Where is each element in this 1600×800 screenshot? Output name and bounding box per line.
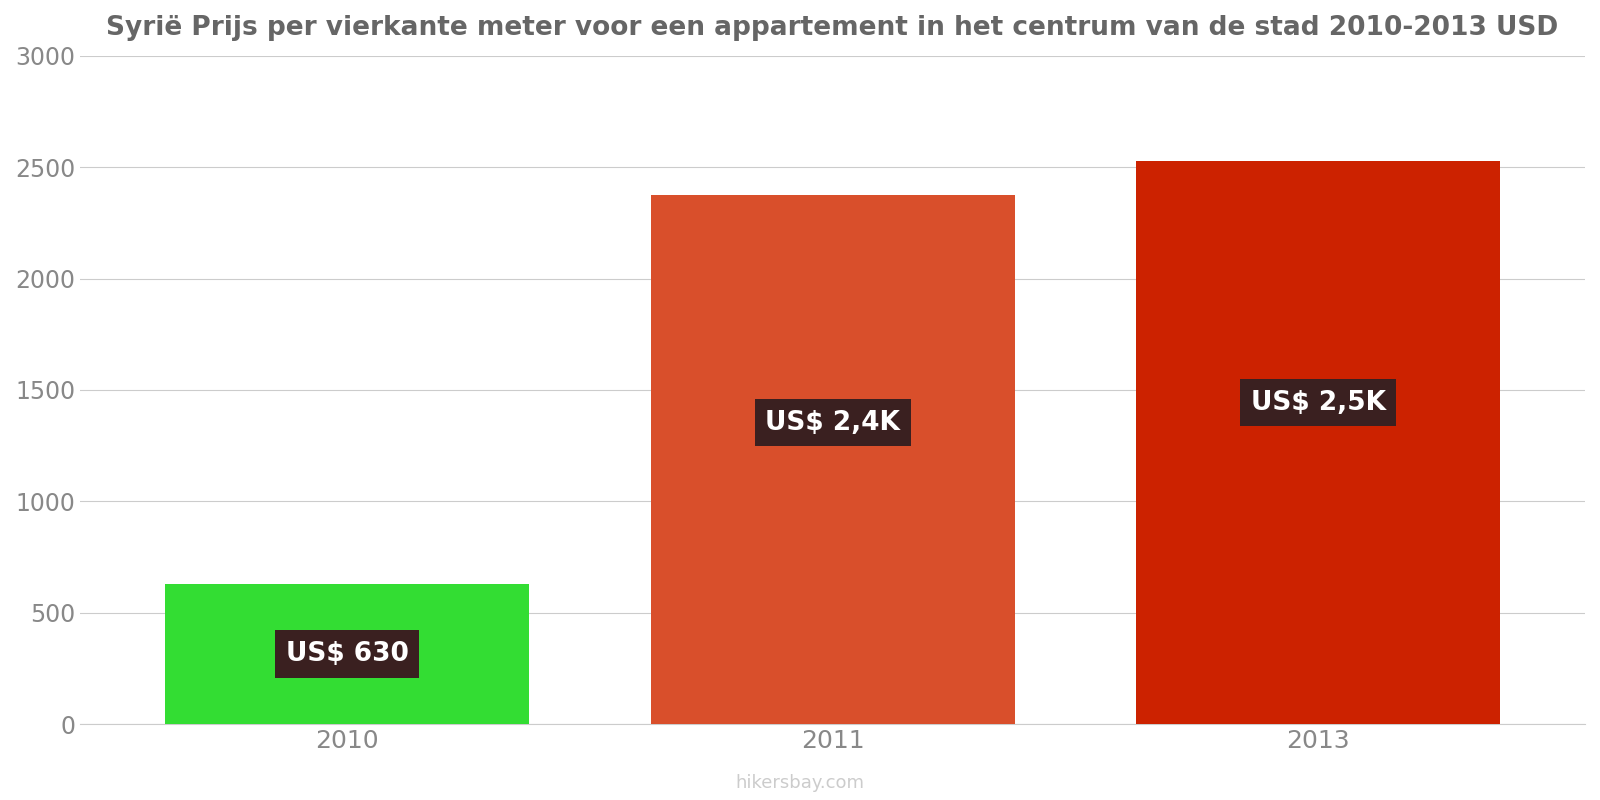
Text: US$ 630: US$ 630 xyxy=(286,641,408,667)
Text: US$ 2,4K: US$ 2,4K xyxy=(765,410,899,435)
Title: Syrië Prijs per vierkante meter voor een appartement in het centrum van de stad : Syrië Prijs per vierkante meter voor een… xyxy=(107,15,1558,41)
Text: hikersbay.com: hikersbay.com xyxy=(736,774,864,792)
Bar xyxy=(1136,161,1501,724)
Text: US$ 2,5K: US$ 2,5K xyxy=(1251,390,1386,416)
Bar xyxy=(165,584,530,724)
Bar xyxy=(651,195,1014,724)
